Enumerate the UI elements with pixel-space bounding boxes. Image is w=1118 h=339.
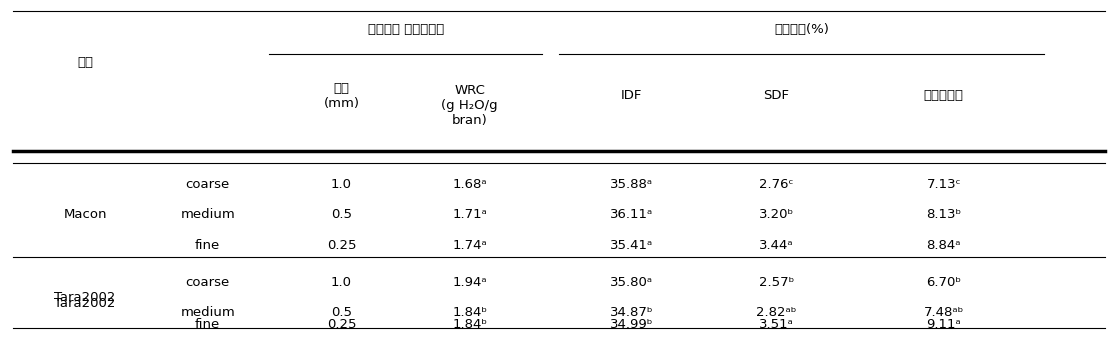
Text: 3.20ᵇ: 3.20ᵇ — [759, 208, 794, 221]
Text: fine: fine — [195, 239, 220, 252]
Text: 밀기울의 수분흡수능: 밀기울의 수분흡수능 — [368, 23, 444, 37]
Text: 34.87ᵇ: 34.87ᵇ — [609, 306, 653, 319]
Text: 입도
(mm): 입도 (mm) — [323, 82, 360, 109]
Text: 1.84ᵇ: 1.84ᵇ — [452, 318, 487, 331]
Text: 2.57ᵇ: 2.57ᵇ — [759, 276, 794, 288]
Text: 34.99ᵇ: 34.99ᵇ — [609, 318, 653, 331]
Text: 1.71ᵃ: 1.71ᵃ — [453, 208, 487, 221]
Text: medium: medium — [180, 208, 235, 221]
Text: 품종: 품종 — [77, 56, 93, 69]
Text: 2.82ᵃᵇ: 2.82ᵃᵇ — [756, 306, 797, 319]
Text: 6.70ᵇ: 6.70ᵇ — [926, 276, 961, 288]
Text: 2.76ᶜ: 2.76ᶜ — [759, 178, 794, 191]
Text: 총식이섬유: 총식이섬유 — [923, 89, 964, 102]
Text: 식이섬유(%): 식이섬유(%) — [774, 23, 830, 37]
Text: coarse: coarse — [186, 276, 230, 288]
Text: 9.11ᵃ: 9.11ᵃ — [927, 318, 961, 331]
Text: 0.5: 0.5 — [331, 306, 352, 319]
Text: 1.68ᵃ: 1.68ᵃ — [453, 178, 487, 191]
Text: medium: medium — [180, 306, 235, 319]
Text: SDF: SDF — [764, 89, 789, 102]
Text: 1.94ᵃ: 1.94ᵃ — [453, 276, 487, 288]
Text: fine: fine — [195, 318, 220, 331]
Text: 0.25: 0.25 — [326, 239, 357, 252]
Text: 0.5: 0.5 — [331, 208, 352, 221]
Text: Tara2002: Tara2002 — [55, 291, 116, 304]
Text: coarse: coarse — [186, 178, 230, 191]
Text: 1.84ᵇ: 1.84ᵇ — [452, 306, 487, 319]
Text: WRC
(g H₂O/g
bran): WRC (g H₂O/g bran) — [442, 84, 499, 127]
Text: 1.0: 1.0 — [331, 178, 352, 191]
Text: 1.74ᵃ: 1.74ᵃ — [453, 239, 487, 252]
Text: 7.13ᶜ: 7.13ᶜ — [927, 178, 961, 191]
Text: 3.51ᵃ: 3.51ᵃ — [759, 318, 794, 331]
Text: 35.88ᵃ: 35.88ᵃ — [610, 178, 653, 191]
Text: 8.13ᵇ: 8.13ᵇ — [926, 208, 961, 221]
Text: 35.80ᵃ: 35.80ᵃ — [610, 276, 653, 288]
Text: 3.44ᵃ: 3.44ᵃ — [759, 239, 794, 252]
Text: 0.25: 0.25 — [326, 318, 357, 331]
Text: 35.41ᵃ: 35.41ᵃ — [609, 239, 653, 252]
Text: IDF: IDF — [620, 89, 642, 102]
Text: Tara2002: Tara2002 — [55, 297, 116, 310]
Text: Macon: Macon — [64, 208, 107, 221]
Text: 36.11ᵃ: 36.11ᵃ — [609, 208, 653, 221]
Text: 1.0: 1.0 — [331, 276, 352, 288]
Text: 8.84ᵃ: 8.84ᵃ — [927, 239, 961, 252]
Text: 7.48ᵃᵇ: 7.48ᵃᵇ — [923, 306, 964, 319]
